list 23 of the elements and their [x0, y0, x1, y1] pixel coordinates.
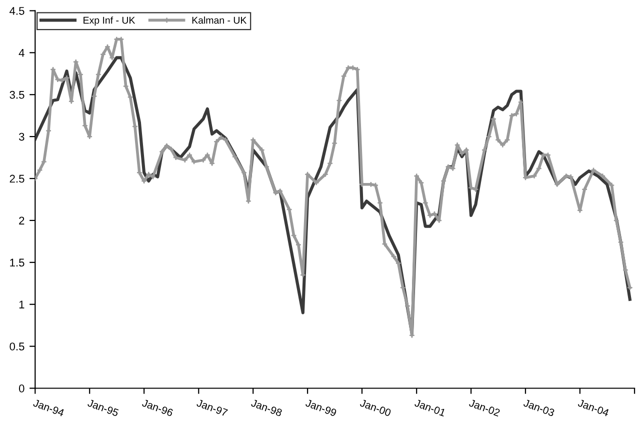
x-tick-label: Jan-00: [360, 398, 392, 417]
y-tick-label: 0: [18, 384, 24, 392]
x-tick-label: Jan-98: [250, 398, 282, 417]
x-tick-label: Jan-02: [468, 398, 500, 417]
x-tick-label: Jan-94: [32, 398, 65, 417]
x-tick-label: Jan-99: [305, 398, 337, 417]
x-tick-label: Jan-01: [414, 398, 446, 417]
y-tick-label: 3: [18, 132, 24, 141]
legend-label: Exp Inf - UK: [84, 16, 136, 26]
y-tick-label: 2: [19, 216, 24, 224]
x-tick-label: Jan-97: [196, 398, 228, 417]
y-tick-label: 4: [18, 49, 24, 57]
y-tick-label: 1: [19, 300, 24, 308]
y-tick-label: 1.5: [10, 258, 24, 267]
x-tick-label: Jan-96: [142, 398, 174, 417]
y-tick-label: 4.5: [10, 7, 24, 15]
y-tick-label: 0.5: [10, 342, 24, 350]
x-tick-label: Jan-95: [87, 398, 120, 417]
y-tick-label: 3.5: [10, 90, 24, 99]
y-tick-label: 2.5: [10, 174, 24, 183]
x-tick-label: Jan-03: [523, 398, 555, 417]
x-tick-label: Jan-04: [577, 398, 610, 417]
legend-label: Kalman - UK: [192, 16, 247, 24]
